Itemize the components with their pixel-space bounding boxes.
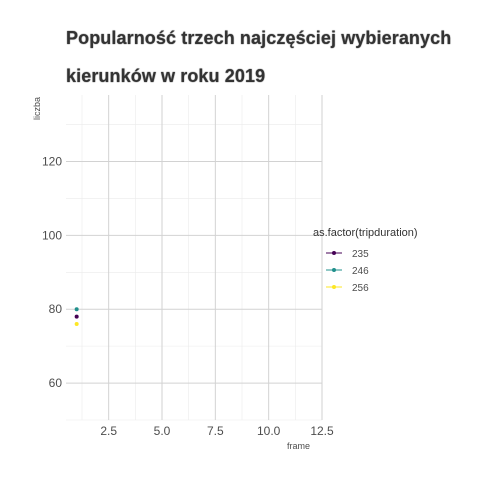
legend-label-246: 246 [352,266,369,277]
legend: as.factor(tripduration) 235 246 256 [313,227,418,294]
legend-items: 235 246 256 [326,249,369,294]
legend-key-point-246 [332,268,336,272]
y-axis-title: liczba [32,97,42,120]
x-axis-ticks: 2.5 5.0 7.5 10.0 12.5 [100,424,334,438]
minor-gridlines [66,95,322,421]
y-tick-label: 100 [42,228,62,242]
major-gridlines [66,95,323,420]
y-axis-ticks: 60 80 100 120 [42,154,62,390]
y-tick-label: 80 [49,302,63,316]
x-axis-title: frame [287,441,310,451]
data-point-246 [74,307,79,312]
legend-label-235: 235 [352,249,369,260]
y-tick-label: 60 [49,376,63,390]
legend-key-point-256 [332,285,336,289]
data-point-235 [74,314,79,319]
x-tick-label: 2.5 [100,424,117,438]
x-tick-label: 12.5 [310,424,334,438]
legend-key-point-235 [332,251,336,255]
data-points [74,307,79,326]
y-tick-label: 120 [42,154,62,168]
x-tick-label: 5.0 [154,424,171,438]
legend-title: as.factor(tripduration) [313,227,418,239]
legend-label-256: 256 [352,283,369,294]
x-tick-label: 10.0 [257,424,281,438]
chart-title-line-1: Popularność trzech najczęściej wybierany… [66,28,452,48]
chart-title-line-2: kierunków w roku 2019 [66,66,266,86]
x-tick-label: 7.5 [207,424,224,438]
data-point-256 [74,321,79,326]
